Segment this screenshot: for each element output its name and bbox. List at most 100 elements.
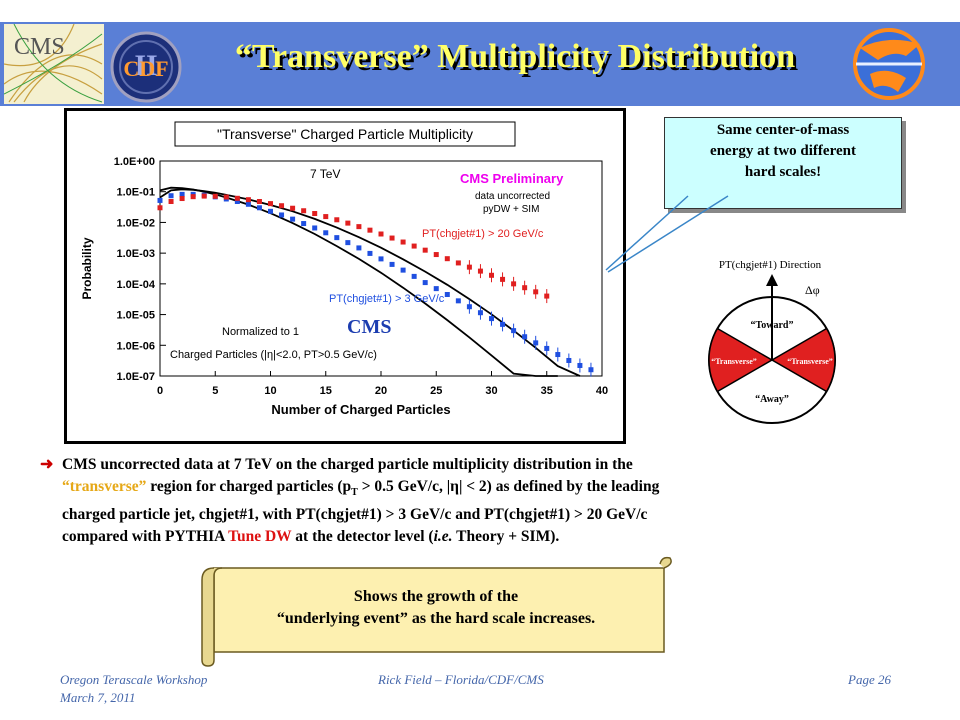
y-tick-label: 1.0E-06 <box>116 340 155 352</box>
florida-logo <box>853 28 925 100</box>
annotation-normalized: Normalized to 1 <box>222 326 299 338</box>
callout-pointer <box>605 195 729 273</box>
callout-line-3: hard scales! <box>744 164 822 180</box>
data-point-s0 <box>345 240 351 246</box>
callout-box: Same center-of-mass energy at two differ… <box>664 117 902 209</box>
data-point-s0 <box>168 193 174 199</box>
arrow-bullet-icon: ➜ <box>40 456 54 473</box>
bullet-text: CMS uncorrected data at 7 TeV on the cha… <box>62 456 660 546</box>
data-point-s0 <box>268 208 273 214</box>
data-point-s1 <box>256 199 262 205</box>
y-tick-label: 1.0E-07 <box>116 371 155 383</box>
annotation-cms: CMS <box>347 316 391 338</box>
data-point-s1 <box>367 227 373 233</box>
x-tick-label: 15 <box>320 385 332 397</box>
svg-text:CMS: CMS <box>14 34 65 60</box>
data-point-s0 <box>511 328 517 334</box>
direction-label: PT(chgjet#1) Direction <box>719 259 822 271</box>
x-tick-label: 0 <box>157 385 163 397</box>
x-tick-label: 30 <box>485 385 497 397</box>
data-point-s1 <box>201 193 207 199</box>
data-point-s1 <box>345 220 351 226</box>
data-point-s0 <box>444 292 450 298</box>
data-point-s0 <box>334 235 340 241</box>
data-point-s1 <box>544 293 550 299</box>
data-point-s1 <box>356 224 362 230</box>
data-point-s1 <box>422 247 428 253</box>
data-point-s0 <box>489 316 494 322</box>
data-point-s1 <box>157 205 163 211</box>
data-point-s1 <box>466 264 472 270</box>
data-point-s0 <box>245 201 251 207</box>
data-point-s1 <box>389 235 395 241</box>
data-point-s0 <box>301 221 307 227</box>
data-point-s0 <box>544 345 550 351</box>
theory-curve-1 <box>159 188 581 377</box>
data-point-s0 <box>256 205 262 211</box>
data-point-s0 <box>555 352 561 358</box>
data-point-s0 <box>577 362 583 368</box>
chart-title: "Transverse" Charged Particle Multiplici… <box>217 126 473 142</box>
data-point-s1 <box>168 199 174 205</box>
y-tick-label: 1.0E-02 <box>116 217 155 229</box>
data-point-s0 <box>378 256 384 262</box>
data-point-s1 <box>312 211 318 217</box>
data-point-s0 <box>290 216 296 222</box>
data-point-s0 <box>234 199 240 205</box>
transverse-right-label: “Transverse” <box>787 357 833 366</box>
region-diagram: PT(chgjet#1) Direction Δφ “Toward” “Tran… <box>708 259 836 424</box>
annotation-sim: pyDW + SIM <box>483 204 539 215</box>
footer-page: Page 26 <box>848 672 891 687</box>
data-point-s0 <box>588 367 594 373</box>
data-point-s1 <box>477 268 483 274</box>
y-tick-label: 1.0E-03 <box>116 248 155 260</box>
data-point-s1 <box>433 252 439 258</box>
data-point-s0 <box>279 212 285 218</box>
data-point-s0 <box>522 334 528 340</box>
x-tick-label: 25 <box>430 385 442 397</box>
annotation-red-series: PT(chgjet#1) > 20 GeV/c <box>422 228 544 240</box>
data-point-s1 <box>323 214 329 220</box>
data-point-s0 <box>323 230 329 236</box>
plot-frame: "Transverse" Charged Particle Multiplici… <box>64 108 626 444</box>
data-point-s1 <box>511 281 517 287</box>
data-point-s1 <box>500 276 506 282</box>
slide-title: “Transverse” Multiplicity Distribution <box>234 38 796 75</box>
x-tick-label: 10 <box>264 385 276 397</box>
y-tick-label: 1.0E-04 <box>116 279 155 291</box>
data-point-s1 <box>301 208 307 214</box>
data-point-s0 <box>477 310 483 316</box>
svg-text:CDF: CDF <box>123 56 168 81</box>
data-point-s0 <box>367 250 373 256</box>
callout-line-2: energy at two different <box>710 143 856 159</box>
data-point-s0 <box>566 357 572 363</box>
data-point-s1 <box>268 201 273 207</box>
x-tick-label: 40 <box>596 385 608 397</box>
y-axis-label: Probability <box>80 237 94 299</box>
data-point-s0 <box>356 245 362 251</box>
footer-date: March 7, 2011 <box>60 690 136 705</box>
data-point-s1 <box>444 256 450 262</box>
data-point-s1 <box>334 217 340 223</box>
toward-label: “Toward” <box>751 320 794 331</box>
annotation-prelim: CMS Preliminary <box>460 171 564 186</box>
cms-logo: CMS <box>4 24 104 104</box>
data-point-s1 <box>378 231 384 237</box>
data-point-s0 <box>533 340 539 346</box>
data-point-s1 <box>400 239 406 245</box>
annotation-energy: 7 TeV <box>310 167 340 181</box>
callout-line-1: Same center-of-mass <box>716 122 850 138</box>
data-point-s1 <box>533 289 539 295</box>
data-point-s0 <box>400 267 406 273</box>
data-point-s1 <box>290 205 296 211</box>
theory-curve-0 <box>159 186 558 377</box>
annotation-uncorrected: data uncorrected <box>475 191 550 202</box>
transverse-left-label: “Transverse” <box>711 357 757 366</box>
data-point-s0 <box>422 280 428 286</box>
y-tick-label: 1.0E+00 <box>114 156 155 168</box>
data-point-s0 <box>466 304 472 310</box>
data-point-s0 <box>389 261 395 267</box>
x-axis-label: Number of Charged Particles <box>271 402 450 417</box>
annotation-cuts: Charged Particles (|η|<2.0, PT>0.5 GeV/c… <box>170 349 377 361</box>
data-point-s1 <box>190 194 196 200</box>
